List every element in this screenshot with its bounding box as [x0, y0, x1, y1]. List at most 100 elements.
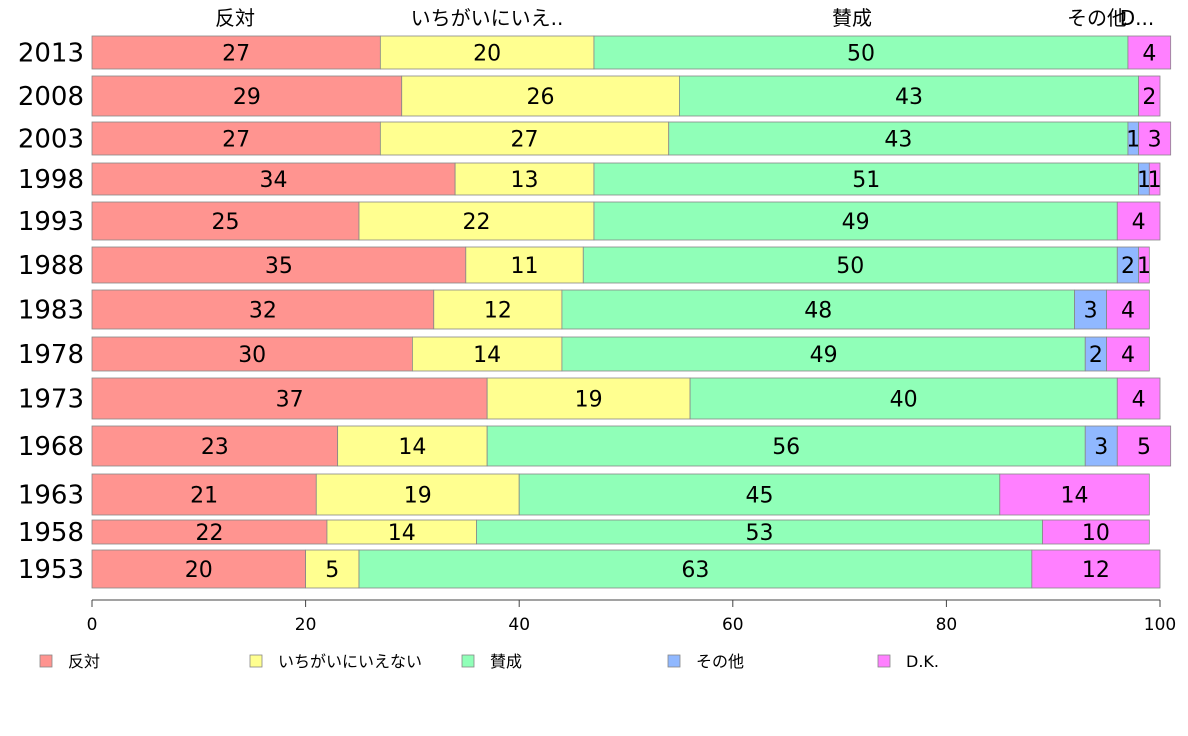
bar-1953-series-4: [1031, 549, 1161, 589]
bar-1968-series-2: [486, 425, 1086, 467]
bar-1983-series-4: [1106, 289, 1150, 330]
top-label-2: 賛成: [832, 6, 872, 30]
data-label-2008-series-2: 43: [895, 85, 923, 110]
top-label-1: いちがいにいえ..: [411, 6, 564, 30]
data-label-1963-series-2: 45: [746, 484, 774, 509]
data-label-2003-series-0: 27: [222, 128, 250, 153]
data-label-1963-series-0: 21: [190, 484, 218, 509]
legend: 反対 いちがいにいえない 賛成 その他 D.K.: [39, 652, 939, 671]
data-label-1988-series-1: 11: [511, 254, 539, 279]
year-label-1998: 1998: [18, 165, 84, 195]
x-tick-label-40: 40: [508, 615, 530, 635]
bar-1973-series-1: [486, 377, 691, 420]
bar-1978-series-0: [91, 336, 413, 372]
bar-1998-series-0: [91, 162, 456, 196]
data-label-1988-series-0: 35: [265, 254, 293, 279]
year-label-1963: 1963: [18, 481, 84, 511]
data-label-1988-series-4: 1: [1137, 254, 1151, 279]
bar-1968-series-0: [91, 425, 339, 467]
x-tick-label-20: 20: [295, 615, 317, 635]
year-label-1978: 1978: [18, 340, 84, 370]
bar-1988-series-4: [1138, 246, 1150, 284]
legend-swatch-0: [39, 654, 53, 668]
bar-1998-series-2: [593, 162, 1140, 196]
data-label-2008-series-1: 26: [527, 85, 555, 110]
bar-1983-series-1: [433, 289, 563, 330]
data-label-2003-series-2: 43: [884, 128, 912, 153]
year-labels-group: 2013 2008 2003 1998 1993 1988 1983 1978 1973 1968…: [18, 39, 84, 586]
data-label-1968-series-3: 3: [1094, 435, 1108, 460]
x-axis: 0 20 40 60 80 100: [87, 599, 1176, 635]
top-label-3: その他: [1067, 6, 1127, 30]
top-label-0: 反対: [215, 6, 255, 30]
data-label-1963-series-4: 14: [1061, 484, 1089, 509]
data-label-1983-series-3: 3: [1084, 299, 1098, 324]
data-label-1968-series-1: 14: [398, 435, 426, 460]
year-label-1988: 1988: [18, 251, 84, 281]
data-label-2008-series-0: 29: [233, 85, 261, 110]
data-label-1983-series-0: 32: [249, 299, 277, 324]
year-label-1953: 1953: [18, 555, 84, 585]
bar-1978-series-1: [411, 336, 563, 372]
bar-2013-series-1: [379, 35, 595, 70]
data-label-1973-series-4: 4: [1132, 388, 1146, 413]
data-label-1983-series-2: 48: [804, 299, 832, 324]
year-label-1958: 1958: [18, 518, 84, 548]
data-label-2013-series-4: 4: [1142, 42, 1156, 67]
bar-1958-series-1: [326, 519, 477, 545]
bar-1983-series-3: [1074, 289, 1108, 330]
bar-1993-series-4: [1116, 201, 1161, 241]
bar-2003-series-2: [668, 121, 1129, 156]
data-label-1968-series-4: 5: [1137, 435, 1151, 460]
data-label-1993-series-4: 4: [1132, 210, 1146, 235]
bar-1988-series-2: [582, 246, 1118, 284]
data-label-1978-series-1: 14: [473, 343, 501, 368]
data-label-1973-series-2: 40: [890, 388, 918, 413]
bar-1963-series-2: [518, 473, 1001, 516]
data-label-1998-series-4: 1: [1148, 168, 1162, 193]
data-label-2013-series-0: 27: [222, 42, 250, 67]
bar-1958-series-2: [476, 519, 1043, 545]
data-label-1993-series-1: 22: [462, 210, 490, 235]
bar-1993-series-0: [91, 201, 360, 241]
top-label-4: D...: [1120, 6, 1154, 30]
data-label-1983-series-1: 12: [484, 299, 512, 324]
x-tick-label-60: 60: [722, 615, 744, 635]
bar-1963-series-4: [999, 473, 1150, 516]
bar-2013-series-0: [91, 35, 381, 70]
bar-2008-series-4: [1138, 75, 1161, 117]
legend-label-1: いちがいにいえない: [278, 652, 422, 671]
x-tick-label-100: 100: [1144, 615, 1176, 635]
bar-1968-series-3: [1084, 425, 1118, 467]
bar-1983-series-0: [91, 289, 435, 330]
bar-2008-series-1: [401, 75, 680, 117]
data-label-1978-series-4: 4: [1121, 343, 1135, 368]
bar-1968-series-1: [337, 425, 488, 467]
legend-label-0: 反対: [68, 652, 100, 671]
year-label-1968: 1968: [18, 432, 84, 462]
data-label-1988-series-3: 2: [1121, 254, 1135, 279]
data-label-1953-series-0: 20: [185, 558, 213, 583]
data-label-1998-series-0: 34: [260, 168, 288, 193]
data-label-1958-series-4: 10: [1082, 521, 1110, 546]
data-label-1978-series-3: 2: [1089, 343, 1103, 368]
bar-1978-series-4: [1106, 336, 1150, 372]
year-label-1993: 1993: [18, 207, 84, 237]
data-label-1968-series-2: 56: [772, 435, 800, 460]
data-label-1998-series-1: 13: [511, 168, 539, 193]
bar-1958-series-4: [1042, 519, 1150, 545]
year-label-1973: 1973: [18, 385, 84, 415]
year-label-2013: 2013: [18, 39, 84, 69]
bar-1983-series-2: [561, 289, 1075, 330]
data-label-1958-series-2: 53: [746, 521, 774, 546]
data-label-1993-series-2: 49: [842, 210, 870, 235]
data-label-1953-series-4: 12: [1082, 558, 1110, 583]
legend-label-3: その他: [696, 652, 744, 671]
data-label-1968-series-0: 23: [201, 435, 229, 460]
year-label-2003: 2003: [18, 125, 84, 155]
data-label-1953-series-2: 63: [681, 558, 709, 583]
data-label-2013-series-1: 20: [473, 42, 501, 67]
bar-1963-series-1: [315, 473, 520, 516]
bar-1998-series-4: [1148, 162, 1161, 196]
